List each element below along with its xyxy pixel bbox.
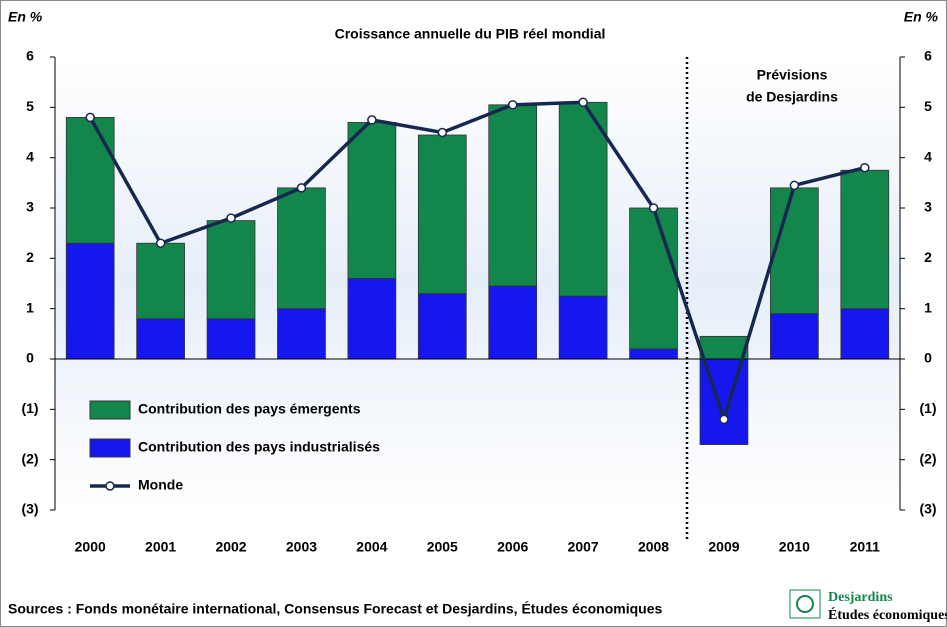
- line-marker: [85, 112, 95, 123]
- y-tick-label: 1: [26, 299, 34, 315]
- y-tick-label: 5: [26, 98, 34, 114]
- bar: [840, 308, 890, 360]
- y-tick-label: 0: [26, 350, 34, 366]
- bar: [206, 220, 256, 320]
- y-tick-label: (2): [21, 450, 38, 466]
- y2-tick-label: 6: [924, 48, 932, 64]
- line-marker: [789, 180, 800, 191]
- legend-label: Contribution des pays industrialisés: [138, 439, 380, 455]
- plot-background: [55, 57, 900, 510]
- y-axis-label: En %: [8, 9, 43, 25]
- line-marker: [226, 213, 236, 223]
- bar: [206, 318, 256, 360]
- chart-title: Croissance annuelle du PIB réel mondial: [335, 26, 606, 42]
- bar: [347, 278, 397, 360]
- y2-axis-label: En %: [904, 9, 939, 25]
- x-tick-label: 2007: [568, 539, 599, 555]
- y2-tick-label: 1: [924, 299, 932, 315]
- bar: [699, 335, 749, 360]
- y2-tick-label: (1): [919, 400, 936, 416]
- x-tick-label: 2001: [145, 539, 176, 555]
- x-tick-label: 2002: [215, 539, 246, 555]
- x-tick-label: 2004: [356, 539, 387, 555]
- x-tick-label: 2003: [286, 539, 317, 555]
- line-marker: [155, 238, 166, 248]
- bar: [770, 313, 819, 360]
- line-marker: [578, 97, 588, 108]
- y2-tick-label: 3: [924, 199, 932, 215]
- source: Sources : Fonds monétaire international,…: [8, 601, 662, 617]
- line-marker: [719, 414, 729, 425]
- y2-tick-label: 5: [924, 98, 932, 114]
- line-marker: [860, 162, 870, 173]
- line-marker: [648, 203, 659, 213]
- y2-tick-label: 4: [924, 148, 932, 164]
- bar: [488, 104, 538, 287]
- legend-swatch: [89, 438, 131, 458]
- y-tick-label: (3): [21, 501, 38, 517]
- y-tick-label: 6: [26, 48, 34, 64]
- bar: [277, 187, 326, 310]
- y-tick-label: 3: [26, 199, 34, 215]
- bar: [65, 242, 115, 360]
- bar: [558, 101, 608, 297]
- x-tick-label: 2011: [850, 539, 881, 555]
- logo-icon: [789, 589, 821, 619]
- bar: [770, 187, 819, 315]
- line-marker: [437, 127, 448, 138]
- y-tick-label: (1): [21, 400, 38, 416]
- bar: [136, 242, 185, 320]
- bar: [629, 348, 678, 360]
- x-tick-label: 2009: [708, 539, 739, 555]
- line-marker: [507, 100, 518, 110]
- logo-subtitle: Études économiques: [828, 606, 947, 623]
- bar: [65, 117, 115, 244]
- bar: [347, 122, 397, 279]
- legend-label: Monde: [138, 477, 183, 493]
- bar: [629, 207, 678, 350]
- bar: [840, 169, 890, 310]
- bar: [488, 285, 538, 360]
- x-tick-label: 2000: [75, 539, 106, 555]
- legend-swatch: [89, 400, 131, 420]
- y-tick-label: 4: [26, 148, 34, 164]
- bar: [417, 293, 467, 360]
- y-tick-label: 2: [26, 249, 34, 265]
- bar: [558, 295, 608, 360]
- x-tick-label: 2005: [427, 539, 458, 555]
- x-tick-label: 2008: [638, 539, 669, 555]
- line: [88, 100, 866, 426]
- y2-tick-label: (2): [919, 450, 936, 466]
- line-marker: [367, 115, 377, 125]
- bar: [136, 318, 185, 360]
- legend-marker: [105, 481, 115, 491]
- x-tick-label: 2006: [497, 539, 528, 555]
- y2-tick-label: 2: [924, 249, 932, 265]
- legend-label: Contribution des pays émergents: [138, 401, 361, 417]
- logo-icon: [796, 595, 814, 613]
- y2-tick-label: (3): [919, 501, 936, 517]
- annotation: de Desjardins: [746, 89, 838, 105]
- logo-name: Desjardins: [828, 590, 893, 605]
- x-tick-label: 2010: [779, 539, 810, 555]
- line-marker: [296, 183, 307, 193]
- annotation: Prévisions: [757, 67, 828, 83]
- bar: [277, 308, 326, 360]
- bar: [417, 134, 467, 294]
- y2-tick-label: 0: [924, 350, 932, 366]
